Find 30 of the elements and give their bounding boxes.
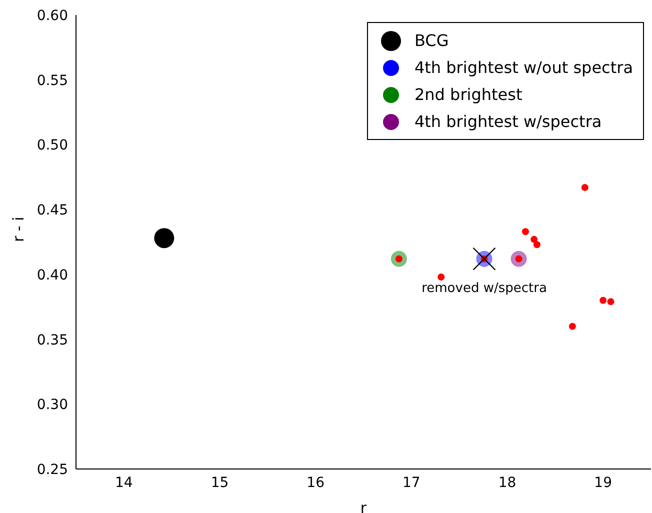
- x-tick-label: 17: [402, 474, 420, 491]
- point: [522, 228, 529, 236]
- legend-label: BCG: [414, 31, 449, 50]
- point: [533, 241, 540, 248]
- y-tick-label: 0.50: [36, 138, 68, 154]
- annotation: removed w/spectra: [422, 281, 547, 296]
- legend-label: 4th brightest w/spectra: [414, 112, 602, 131]
- x-axis-title: r: [360, 499, 368, 513]
- point: [530, 236, 538, 243]
- legend-label: 2nd brightest: [414, 85, 522, 104]
- y-tick-label: 0.30: [36, 397, 68, 414]
- y-tick-label: 0.40: [36, 267, 68, 284]
- y-tick-label: 0.35: [36, 332, 68, 348]
- point: [600, 296, 607, 304]
- y-axis-title: r - i: [9, 216, 28, 242]
- y-tick-label: 0.60: [36, 8, 68, 24]
- x-tick-label: 15: [210, 474, 229, 491]
- y-tick-label: 0.25: [36, 462, 68, 478]
- x-tick-label: 16: [306, 474, 325, 491]
- point: [581, 184, 588, 192]
- x-tick-label: 14: [115, 474, 133, 491]
- x-tick-label: 18: [498, 474, 516, 491]
- point: [154, 228, 174, 248]
- legend-label: 4th brightest w/out spectra: [414, 58, 633, 77]
- y-tick-label: 0.45: [36, 202, 68, 219]
- point: [568, 322, 576, 330]
- point: [607, 298, 614, 306]
- x-tick-label: 19: [594, 474, 612, 491]
- y-tick-label: 0.55: [36, 72, 68, 89]
- point: [438, 274, 445, 281]
